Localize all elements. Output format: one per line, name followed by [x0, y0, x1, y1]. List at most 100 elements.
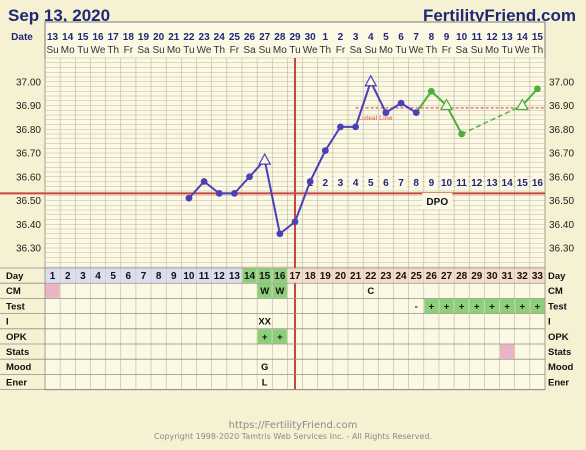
cm-cell: [272, 283, 287, 298]
day-cell: [90, 268, 106, 283]
date-tick: 27: [259, 32, 271, 43]
day-number: 27: [441, 271, 453, 282]
day-number: 8: [156, 271, 162, 282]
date-tick: 14: [62, 32, 74, 43]
dpo-number: 10: [441, 178, 453, 189]
y-tick-left: 36.30: [16, 244, 41, 255]
temp-point-open: [258, 152, 272, 165]
weekday-tick: Mo: [485, 45, 499, 56]
temp-point: [352, 123, 360, 131]
date-tick: 13: [502, 32, 514, 43]
dpo-number: 6: [383, 178, 389, 189]
day-number: 19: [320, 271, 332, 282]
weekday-tick: We: [91, 45, 106, 56]
y-tick-right: 36.90: [549, 101, 574, 112]
day-number: 17: [289, 271, 301, 282]
weekday-tick: Sa: [137, 45, 150, 56]
date-tick: 28: [274, 32, 286, 43]
weekday-tick: Mo: [61, 45, 75, 56]
test-value: -: [415, 301, 418, 312]
row-label-right: Test: [548, 301, 568, 312]
row-label-right: Mood: [548, 362, 574, 373]
row-label-left: Mood: [6, 362, 32, 373]
brand-name[interactable]: FertilityFriend.com: [422, 6, 576, 25]
opk-value: +: [277, 332, 283, 343]
dpo-number: 8: [413, 178, 419, 189]
temp-point: [185, 194, 193, 202]
weekday-tick: Fr: [124, 45, 134, 56]
row-label-left: Stats: [6, 347, 29, 358]
day-cell: [393, 268, 409, 283]
date-tick: 15: [77, 32, 89, 43]
opk-cell: [257, 329, 272, 344]
temp-segment: [445, 105, 463, 135]
temp-point: [246, 173, 253, 181]
weekday-tick: Tu: [183, 45, 194, 56]
temp-segment: [309, 150, 327, 182]
weekday-tick: Th: [426, 45, 438, 56]
dpo-number: 14: [502, 178, 514, 189]
test-cell: [500, 298, 515, 314]
temp-segment: [324, 126, 342, 152]
temp-point-open: [440, 98, 454, 111]
day-number: 15: [259, 271, 271, 282]
day-number: 25: [411, 271, 423, 282]
date-tick: 19: [138, 32, 150, 43]
dpo-bg: [425, 176, 438, 188]
weekday-tick: Mo: [167, 45, 181, 56]
temp-point: [458, 130, 466, 138]
test-cell: [469, 298, 484, 314]
weekday-tick: Fr: [336, 45, 346, 56]
dpo-bg: [395, 176, 408, 188]
date-tick: 26: [244, 32, 256, 43]
date-tick: 14: [517, 32, 529, 43]
day-cell: [318, 268, 333, 283]
temp-gap-line: [461, 104, 523, 135]
dpo-number: 16: [532, 178, 544, 189]
row-label-right: Day: [548, 271, 566, 282]
day-cell: [45, 268, 60, 283]
weekday-tick: We: [515, 45, 530, 56]
footer-url[interactable]: https://FertilityFriend.com: [228, 420, 358, 431]
day-cell: [166, 268, 181, 283]
test-value: +: [429, 301, 435, 312]
weekday-tick: We: [303, 45, 318, 56]
date-tick: 16: [92, 32, 104, 43]
day-cell: [500, 268, 515, 283]
date-tick: 11: [472, 32, 483, 43]
weekday-tick: Su: [153, 45, 165, 56]
y-tick-left: 36.50: [16, 196, 41, 207]
date-tick: 6: [398, 32, 404, 43]
day-number: 23: [380, 271, 392, 282]
y-tick-right: 37.00: [549, 77, 574, 88]
weekday-tick: Tu: [501, 45, 512, 56]
dpo-bg: [440, 176, 453, 188]
dpo-number: 15: [517, 178, 529, 189]
dpo-bg: [410, 176, 423, 188]
date-tick: 22: [183, 32, 195, 43]
day-number: 6: [126, 271, 132, 282]
weekday-tick: Th: [213, 45, 225, 56]
y-tick-right: 36.50: [549, 196, 574, 207]
date-tick: 25: [229, 32, 241, 43]
day-cell: [242, 268, 257, 283]
day-number: 4: [95, 271, 101, 282]
day-cell: [363, 268, 378, 283]
footer-copyright: Copyright 1998-2020 Tamtris Web Services…: [153, 432, 433, 441]
temp-segment: [415, 90, 433, 114]
energy-value: L: [262, 377, 268, 388]
temp-point: [427, 87, 435, 95]
row-label-right: Stats: [548, 347, 571, 358]
date-tick: 13: [47, 32, 59, 43]
day-cell: [121, 268, 136, 283]
y-tick-left: 37.00: [16, 77, 41, 88]
row-label-left: I: [6, 317, 9, 328]
weekday-tick: Su: [46, 45, 58, 56]
temp-point: [321, 147, 329, 155]
dpo-number: 13: [486, 178, 498, 189]
weekday-tick: We: [197, 45, 212, 56]
dpo-number: 3: [338, 178, 344, 189]
cm-value: W: [275, 286, 284, 297]
day-cell: [136, 268, 151, 283]
test-value: +: [459, 301, 465, 312]
